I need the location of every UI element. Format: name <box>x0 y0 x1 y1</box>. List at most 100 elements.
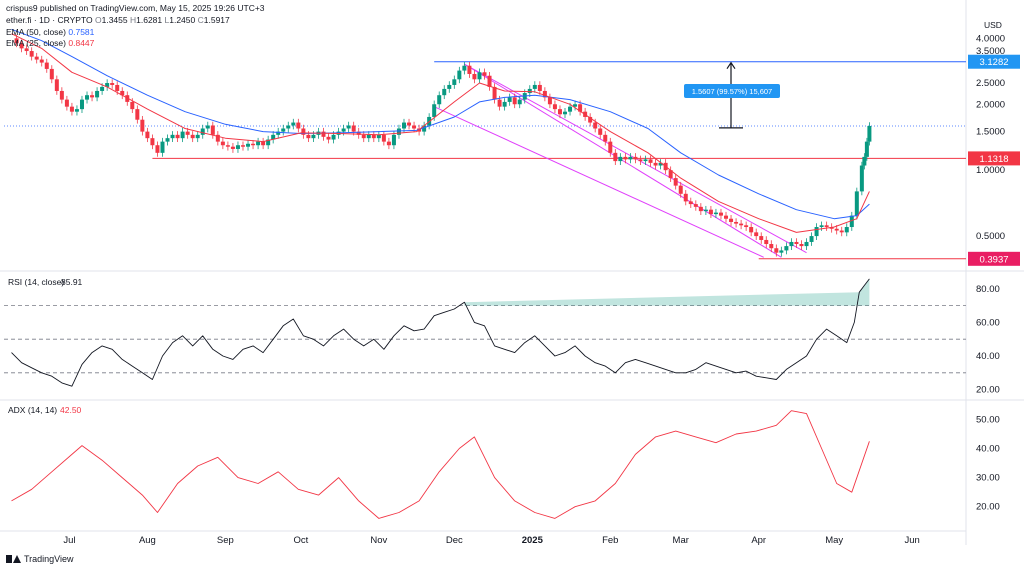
candle-body <box>145 131 150 139</box>
tradingview-logo-icon <box>6 554 21 564</box>
ema25-line <box>11 33 870 233</box>
price-tick-label: 2.5000 <box>976 78 1005 89</box>
candle-body <box>306 134 311 139</box>
candle-body <box>829 227 834 229</box>
candle-body <box>286 125 291 129</box>
time-tick-label: Jul <box>63 535 75 546</box>
candle-body <box>477 72 482 80</box>
candle-body <box>29 51 34 57</box>
rsi-tick-label: 60.00 <box>976 317 1000 328</box>
candle-body <box>407 122 412 126</box>
rsi-overbought-fill <box>464 278 870 306</box>
candle-body <box>90 95 95 98</box>
candle-body <box>507 97 512 102</box>
candle-body <box>598 128 603 135</box>
candle-body <box>437 95 442 105</box>
resistance-price-tag-bg <box>968 54 1020 69</box>
rsi-tick-label: 20.00 <box>976 385 1000 396</box>
candle-body <box>749 227 754 233</box>
candle-body <box>341 128 346 132</box>
candle-body <box>502 101 507 107</box>
ema50-legend[interactable]: EMA (50, close) 0.7581 <box>6 27 94 37</box>
candle-body <box>668 170 673 179</box>
candle-body <box>703 209 708 212</box>
candle-body <box>160 141 165 153</box>
candle-body <box>301 128 306 135</box>
candle-body <box>381 134 386 142</box>
candle-body <box>487 75 492 87</box>
time-tick-label: Nov <box>370 535 387 546</box>
candle-body <box>658 162 663 166</box>
open-value: 1.3455 <box>101 15 128 25</box>
ema50-line <box>11 28 870 220</box>
candle-body <box>724 215 729 219</box>
candle-body <box>155 145 160 153</box>
price-tick-label: 2.0000 <box>976 99 1005 110</box>
candle-body <box>759 236 764 240</box>
low-label: L <box>164 15 170 25</box>
candle-body <box>698 206 703 212</box>
candle-body <box>563 111 568 115</box>
candle-body <box>819 225 824 228</box>
candle-body <box>744 225 749 228</box>
candle-body <box>246 143 251 147</box>
time-tick-label: Dec <box>446 535 463 546</box>
candle-body <box>542 90 547 98</box>
candle-body <box>276 131 281 135</box>
candle-body <box>794 241 799 245</box>
candle-body <box>809 236 814 242</box>
candle-body <box>165 138 170 142</box>
tradingview-footer[interactable]: TradingView <box>6 554 74 564</box>
candle-body <box>568 106 573 112</box>
candle-body <box>784 246 789 251</box>
candle-body <box>849 215 854 228</box>
high-label: H <box>129 15 137 25</box>
candle-body <box>497 99 502 107</box>
candle-body <box>492 86 497 100</box>
candle-body <box>210 125 215 135</box>
candle-body <box>396 128 401 135</box>
candle-body <box>120 90 125 96</box>
candle-body <box>74 109 79 112</box>
candle-body <box>230 146 235 149</box>
symbol-name: ether.fi · 1D · CRYPTO <box>6 15 93 25</box>
candle-body <box>200 128 205 135</box>
measure-label: 1.5607 (99.57%) 15,607 <box>692 87 772 96</box>
candle-body <box>54 79 59 91</box>
candle-body <box>623 156 628 160</box>
adx-tick-label: 30.00 <box>976 473 1000 484</box>
candle-body <box>457 70 462 80</box>
candle-body <box>864 141 869 157</box>
price-tick-label: 1.0000 <box>976 165 1005 176</box>
candle-body <box>261 141 266 146</box>
candle-body <box>356 131 361 135</box>
candle-body <box>170 134 175 139</box>
price-tick-label: 0.5000 <box>976 231 1005 242</box>
candle-body <box>547 97 552 105</box>
ema25-legend-value: 0.8447 <box>68 38 95 48</box>
candle-body <box>135 109 140 120</box>
candle-body <box>220 141 225 146</box>
symbol-ohlc-line: ether.fi · 1D · CRYPTO O1.3455 H1.6281 L… <box>6 15 230 25</box>
candle-body <box>527 88 532 94</box>
measure-arrow-head <box>726 61 736 70</box>
candle-body <box>266 139 271 146</box>
candle-body <box>588 116 593 123</box>
ema25-legend[interactable]: EMA (25, close) 0.8447 <box>6 38 94 48</box>
time-tick-label: Oct <box>293 535 308 546</box>
candle-body <box>618 156 623 162</box>
candle-body <box>386 141 391 146</box>
candle-body <box>240 145 245 147</box>
tradingview-brand: TradingView <box>24 554 74 564</box>
candle-body <box>532 84 537 89</box>
measure-label-box <box>684 84 780 98</box>
time-tick-label: Feb <box>602 535 618 546</box>
price-tick-label: 1.5000 <box>976 127 1005 138</box>
candle-body <box>175 134 180 139</box>
candle-body <box>190 134 195 139</box>
time-tick-label: Mar <box>673 535 689 546</box>
candle-body <box>557 109 562 115</box>
candle-body <box>412 125 417 129</box>
